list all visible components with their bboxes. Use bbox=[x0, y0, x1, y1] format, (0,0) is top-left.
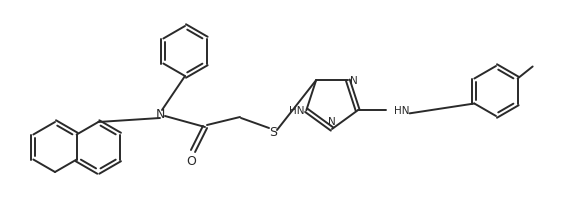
Text: HN: HN bbox=[289, 106, 304, 116]
Text: N: N bbox=[350, 76, 357, 86]
Text: HN: HN bbox=[393, 106, 409, 116]
Text: S: S bbox=[269, 126, 277, 139]
Text: N: N bbox=[155, 108, 164, 121]
Text: O: O bbox=[186, 155, 196, 168]
Text: N: N bbox=[328, 116, 336, 126]
